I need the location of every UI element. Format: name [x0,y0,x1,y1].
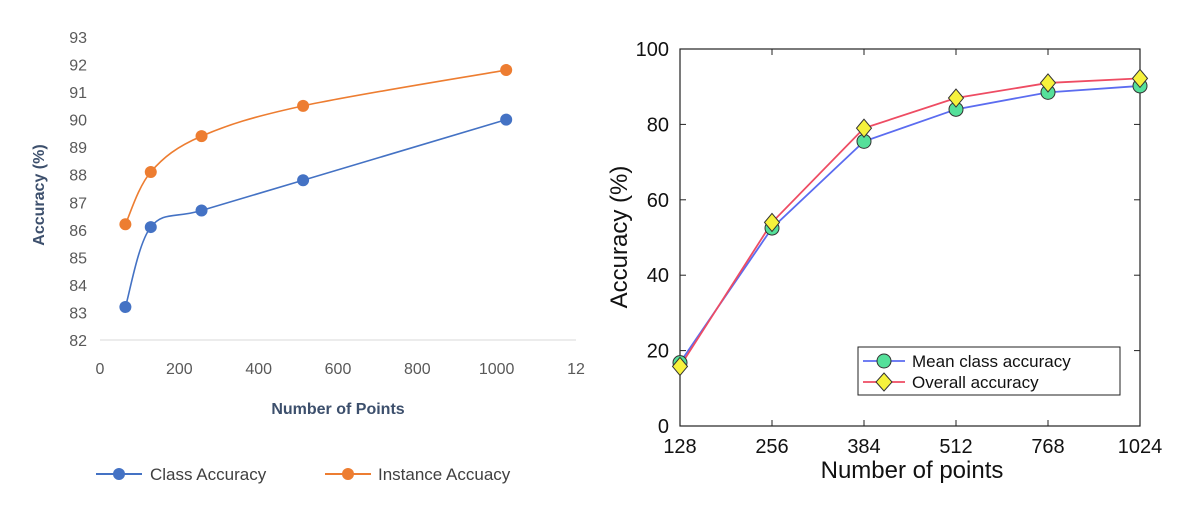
left-x-tick-label: 12 [567,361,585,378]
right-y-tick-label: 60 [647,190,669,212]
left-y-tick-label: 82 [69,333,87,350]
left-y-tick-label: 86 [69,223,87,240]
right-y-tick-label: 100 [636,39,669,61]
right-legend: Mean class accuracy Overall accuracy [857,346,1121,396]
right-x-tick-label: 768 [1031,436,1064,458]
left-legend-marker-instance [342,468,354,480]
right-y-tick-label: 20 [647,341,669,363]
right-series-line-1 [679,77,1141,367]
right-data-point-diamond [671,356,689,377]
left-data-point [195,130,208,143]
left-x-tick-label: 200 [166,361,193,378]
left-x-tick-label: 1000 [479,361,515,378]
left-y-tick-label: 91 [69,85,87,102]
left-data-point [500,113,513,126]
right-legend-label-overall: Overall accuracy [912,373,1039,392]
right-y-tick-label: 0 [658,416,669,438]
left-y-tick-label: 90 [69,113,87,130]
left-legend: Class Accuracy Instance Accuacy [96,465,511,484]
right-data-point-diamond [763,212,781,233]
right-y-tick-label: 40 [647,265,669,287]
left-x-ticks: 0 200 400 600 800 1000 12 [96,361,585,378]
right-data-point-diamond [855,118,873,138]
left-data-point [119,218,132,231]
right-y-tick-label: 80 [647,114,669,136]
right-chart: 0 20 40 60 80 100 128 256 384 512 768 1024 Accurac… [606,39,1162,484]
right-series-group [671,68,1149,377]
left-y-tick-label: 87 [69,195,87,212]
left-y-tick-label: 93 [69,30,87,47]
left-x-tick-label: 800 [404,361,431,378]
left-series-group [119,64,513,313]
left-x-tick-label: 0 [96,361,105,378]
left-y-ticks: 82 83 84 85 86 87 88 89 90 91 92 93 [69,30,87,350]
right-y-ticks: 0 20 40 60 80 100 [636,39,1140,438]
right-legend-label-mean: Mean class accuracy [912,352,1071,371]
left-legend-marker-class [113,468,125,480]
right-x-axis-label: Number of points [821,457,1004,484]
right-data-point-diamond [947,88,965,108]
left-data-point [144,165,157,178]
left-y-tick-label: 83 [69,305,87,322]
left-y-tick-label: 88 [69,168,87,185]
left-chart: 82 83 84 85 86 87 88 89 90 91 92 93 0 200 400 600 800 10… [31,30,585,484]
left-y-tick-label: 84 [69,278,87,295]
left-data-point [297,99,310,112]
right-x-tick-label: 384 [847,436,880,458]
left-y-tick-label: 89 [69,140,87,157]
left-data-point [119,300,132,313]
right-x-tick-label: 128 [663,436,696,458]
right-plot-frame [679,48,1141,427]
left-data-point [195,204,208,217]
right-x-tick-label: 512 [939,436,972,458]
right-x-ticks: 128 256 384 512 768 1024 [663,49,1162,458]
left-legend-label-instance: Instance Accuacy [378,465,511,484]
right-legend-box [857,346,1121,396]
left-x-tick-label: 400 [245,361,272,378]
right-x-tick-label: 1024 [1118,436,1163,458]
left-legend-label-class: Class Accuracy [150,465,267,484]
left-data-point [297,174,310,187]
right-legend-marker-mean [876,353,892,369]
right-x-tick-label: 256 [755,436,788,458]
left-data-point [144,221,157,234]
left-x-axis-label: Number of Points [271,401,404,418]
left-y-tick-label: 92 [69,58,87,75]
left-x-tick-label: 600 [325,361,352,378]
left-series-line-1 [124,69,507,225]
right-data-point-diamond [1131,68,1149,89]
right-y-axis-label: Accuracy (%) [606,166,633,309]
left-data-point [500,64,513,77]
left-y-tick-label: 85 [69,250,87,267]
left-series-line-0 [124,118,507,308]
left-y-axis-label: Accuracy (%) [31,144,48,245]
right-legend-marker-overall [875,372,893,392]
right-series-line-0 [679,85,1141,364]
right-data-point-diamond [1039,73,1057,93]
